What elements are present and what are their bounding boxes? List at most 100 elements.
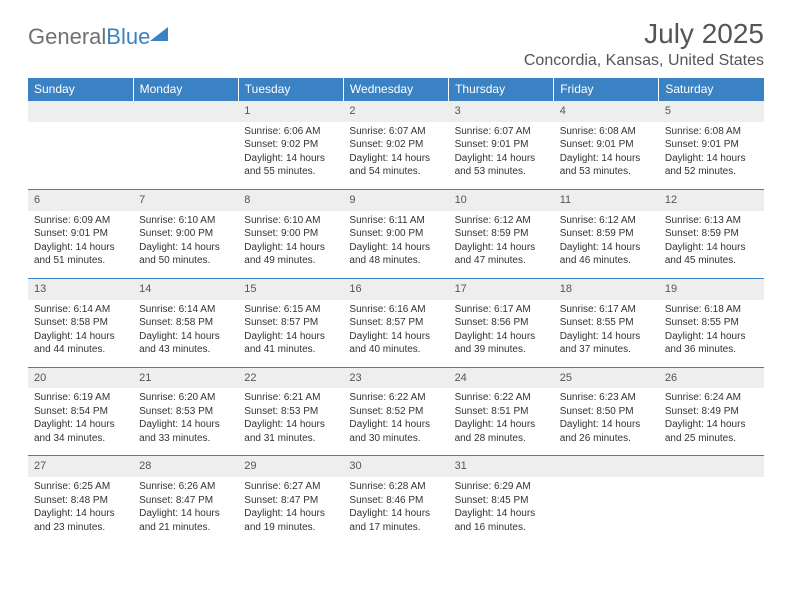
sunrise-text: Sunrise: 6:07 AM <box>349 125 442 139</box>
day-number-cell: 24 <box>449 367 554 388</box>
day-content-cell: Sunrise: 6:11 AMSunset: 9:00 PMDaylight:… <box>343 211 448 279</box>
day-content-cell: Sunrise: 6:24 AMSunset: 8:49 PMDaylight:… <box>659 388 764 456</box>
day-number-cell: 12 <box>659 189 764 210</box>
sunset-text: Sunset: 8:56 PM <box>455 316 548 330</box>
day-content-cell: Sunrise: 6:06 AMSunset: 9:02 PMDaylight:… <box>238 122 343 190</box>
daylight-text: Daylight: 14 hours and 23 minutes. <box>34 507 127 534</box>
day-number-cell: 20 <box>28 367 133 388</box>
sunset-text: Sunset: 8:58 PM <box>139 316 232 330</box>
day-content-cell: Sunrise: 6:18 AMSunset: 8:55 PMDaylight:… <box>659 300 764 368</box>
day-content-cell: Sunrise: 6:20 AMSunset: 8:53 PMDaylight:… <box>133 388 238 456</box>
day-number-cell: 23 <box>343 367 448 388</box>
day-header: Sunday <box>28 78 133 101</box>
day-header: Tuesday <box>238 78 343 101</box>
sunset-text: Sunset: 8:48 PM <box>34 494 127 508</box>
sunrise-text: Sunrise: 6:24 AM <box>665 391 758 405</box>
sunset-text: Sunset: 8:55 PM <box>560 316 653 330</box>
day-number-cell: 9 <box>343 189 448 210</box>
day-content-cell: Sunrise: 6:14 AMSunset: 8:58 PMDaylight:… <box>133 300 238 368</box>
day-number-cell: 1 <box>238 101 343 122</box>
day-content-cell: Sunrise: 6:10 AMSunset: 9:00 PMDaylight:… <box>133 211 238 279</box>
day-content-cell: Sunrise: 6:28 AMSunset: 8:46 PMDaylight:… <box>343 477 448 544</box>
sunset-text: Sunset: 8:45 PM <box>455 494 548 508</box>
day-number-cell: 5 <box>659 101 764 122</box>
daylight-text: Daylight: 14 hours and 55 minutes. <box>244 152 337 179</box>
day-content-cell: Sunrise: 6:12 AMSunset: 8:59 PMDaylight:… <box>554 211 659 279</box>
day-content-cell <box>554 477 659 544</box>
day-number-cell: 22 <box>238 367 343 388</box>
day-header: Friday <box>554 78 659 101</box>
day-number-cell <box>133 101 238 122</box>
day-content-cell: Sunrise: 6:26 AMSunset: 8:47 PMDaylight:… <box>133 477 238 544</box>
logo: GeneralBlue <box>28 18 168 50</box>
content-row: Sunrise: 6:25 AMSunset: 8:48 PMDaylight:… <box>28 477 764 544</box>
sunset-text: Sunset: 8:46 PM <box>349 494 442 508</box>
day-number-cell: 16 <box>343 278 448 299</box>
daylight-text: Daylight: 14 hours and 48 minutes. <box>349 241 442 268</box>
sunrise-text: Sunrise: 6:28 AM <box>349 480 442 494</box>
sunset-text: Sunset: 8:59 PM <box>560 227 653 241</box>
content-row: Sunrise: 6:06 AMSunset: 9:02 PMDaylight:… <box>28 122 764 190</box>
daylight-text: Daylight: 14 hours and 36 minutes. <box>665 330 758 357</box>
daylight-text: Daylight: 14 hours and 45 minutes. <box>665 241 758 268</box>
sunset-text: Sunset: 8:52 PM <box>349 405 442 419</box>
sunrise-text: Sunrise: 6:10 AM <box>139 214 232 228</box>
day-content-cell: Sunrise: 6:25 AMSunset: 8:48 PMDaylight:… <box>28 477 133 544</box>
daylight-text: Daylight: 14 hours and 19 minutes. <box>244 507 337 534</box>
day-content-cell: Sunrise: 6:13 AMSunset: 8:59 PMDaylight:… <box>659 211 764 279</box>
sunset-text: Sunset: 8:49 PM <box>665 405 758 419</box>
day-number-cell: 29 <box>238 456 343 477</box>
daynum-row: 13141516171819 <box>28 278 764 299</box>
day-number-cell: 3 <box>449 101 554 122</box>
day-content-cell: Sunrise: 6:16 AMSunset: 8:57 PMDaylight:… <box>343 300 448 368</box>
page-header: GeneralBlue July 2025 Concordia, Kansas,… <box>28 18 764 70</box>
sunrise-text: Sunrise: 6:29 AM <box>455 480 548 494</box>
sunrise-text: Sunrise: 6:17 AM <box>560 303 653 317</box>
daylight-text: Daylight: 14 hours and 50 minutes. <box>139 241 232 268</box>
title-block: July 2025 Concordia, Kansas, United Stat… <box>524 18 764 70</box>
daylight-text: Daylight: 14 hours and 21 minutes. <box>139 507 232 534</box>
sunset-text: Sunset: 9:02 PM <box>244 138 337 152</box>
sunrise-text: Sunrise: 6:21 AM <box>244 391 337 405</box>
sunset-text: Sunset: 9:00 PM <box>139 227 232 241</box>
sunrise-text: Sunrise: 6:12 AM <box>455 214 548 228</box>
sunrise-text: Sunrise: 6:20 AM <box>139 391 232 405</box>
sunset-text: Sunset: 9:00 PM <box>244 227 337 241</box>
day-content-cell: Sunrise: 6:08 AMSunset: 9:01 PMDaylight:… <box>659 122 764 190</box>
day-number-cell: 25 <box>554 367 659 388</box>
sunrise-text: Sunrise: 6:14 AM <box>34 303 127 317</box>
day-content-cell: Sunrise: 6:17 AMSunset: 8:56 PMDaylight:… <box>449 300 554 368</box>
sunset-text: Sunset: 8:58 PM <box>34 316 127 330</box>
day-number-cell: 4 <box>554 101 659 122</box>
sunrise-text: Sunrise: 6:11 AM <box>349 214 442 228</box>
sunrise-text: Sunrise: 6:16 AM <box>349 303 442 317</box>
sunset-text: Sunset: 8:53 PM <box>139 405 232 419</box>
daylight-text: Daylight: 14 hours and 53 minutes. <box>560 152 653 179</box>
day-content-cell: Sunrise: 6:08 AMSunset: 9:01 PMDaylight:… <box>554 122 659 190</box>
sunset-text: Sunset: 8:47 PM <box>139 494 232 508</box>
daylight-text: Daylight: 14 hours and 40 minutes. <box>349 330 442 357</box>
daylight-text: Daylight: 14 hours and 16 minutes. <box>455 507 548 534</box>
daylight-text: Daylight: 14 hours and 39 minutes. <box>455 330 548 357</box>
day-number-cell: 15 <box>238 278 343 299</box>
day-content-cell: Sunrise: 6:22 AMSunset: 8:51 PMDaylight:… <box>449 388 554 456</box>
day-content-cell: Sunrise: 6:12 AMSunset: 8:59 PMDaylight:… <box>449 211 554 279</box>
day-number-cell: 26 <box>659 367 764 388</box>
sunrise-text: Sunrise: 6:12 AM <box>560 214 653 228</box>
logo-text: GeneralBlue <box>28 24 150 50</box>
sunset-text: Sunset: 8:59 PM <box>455 227 548 241</box>
logo-word1: General <box>28 24 106 49</box>
daylight-text: Daylight: 14 hours and 30 minutes. <box>349 418 442 445</box>
sunrise-text: Sunrise: 6:22 AM <box>455 391 548 405</box>
day-content-cell <box>659 477 764 544</box>
daylight-text: Daylight: 14 hours and 34 minutes. <box>34 418 127 445</box>
day-content-cell: Sunrise: 6:22 AMSunset: 8:52 PMDaylight:… <box>343 388 448 456</box>
location-subtitle: Concordia, Kansas, United States <box>524 52 764 70</box>
day-content-cell: Sunrise: 6:17 AMSunset: 8:55 PMDaylight:… <box>554 300 659 368</box>
sunset-text: Sunset: 8:57 PM <box>244 316 337 330</box>
day-header: Monday <box>133 78 238 101</box>
sunset-text: Sunset: 9:02 PM <box>349 138 442 152</box>
daylight-text: Daylight: 14 hours and 47 minutes. <box>455 241 548 268</box>
content-row: Sunrise: 6:09 AMSunset: 9:01 PMDaylight:… <box>28 211 764 279</box>
sunrise-text: Sunrise: 6:27 AM <box>244 480 337 494</box>
